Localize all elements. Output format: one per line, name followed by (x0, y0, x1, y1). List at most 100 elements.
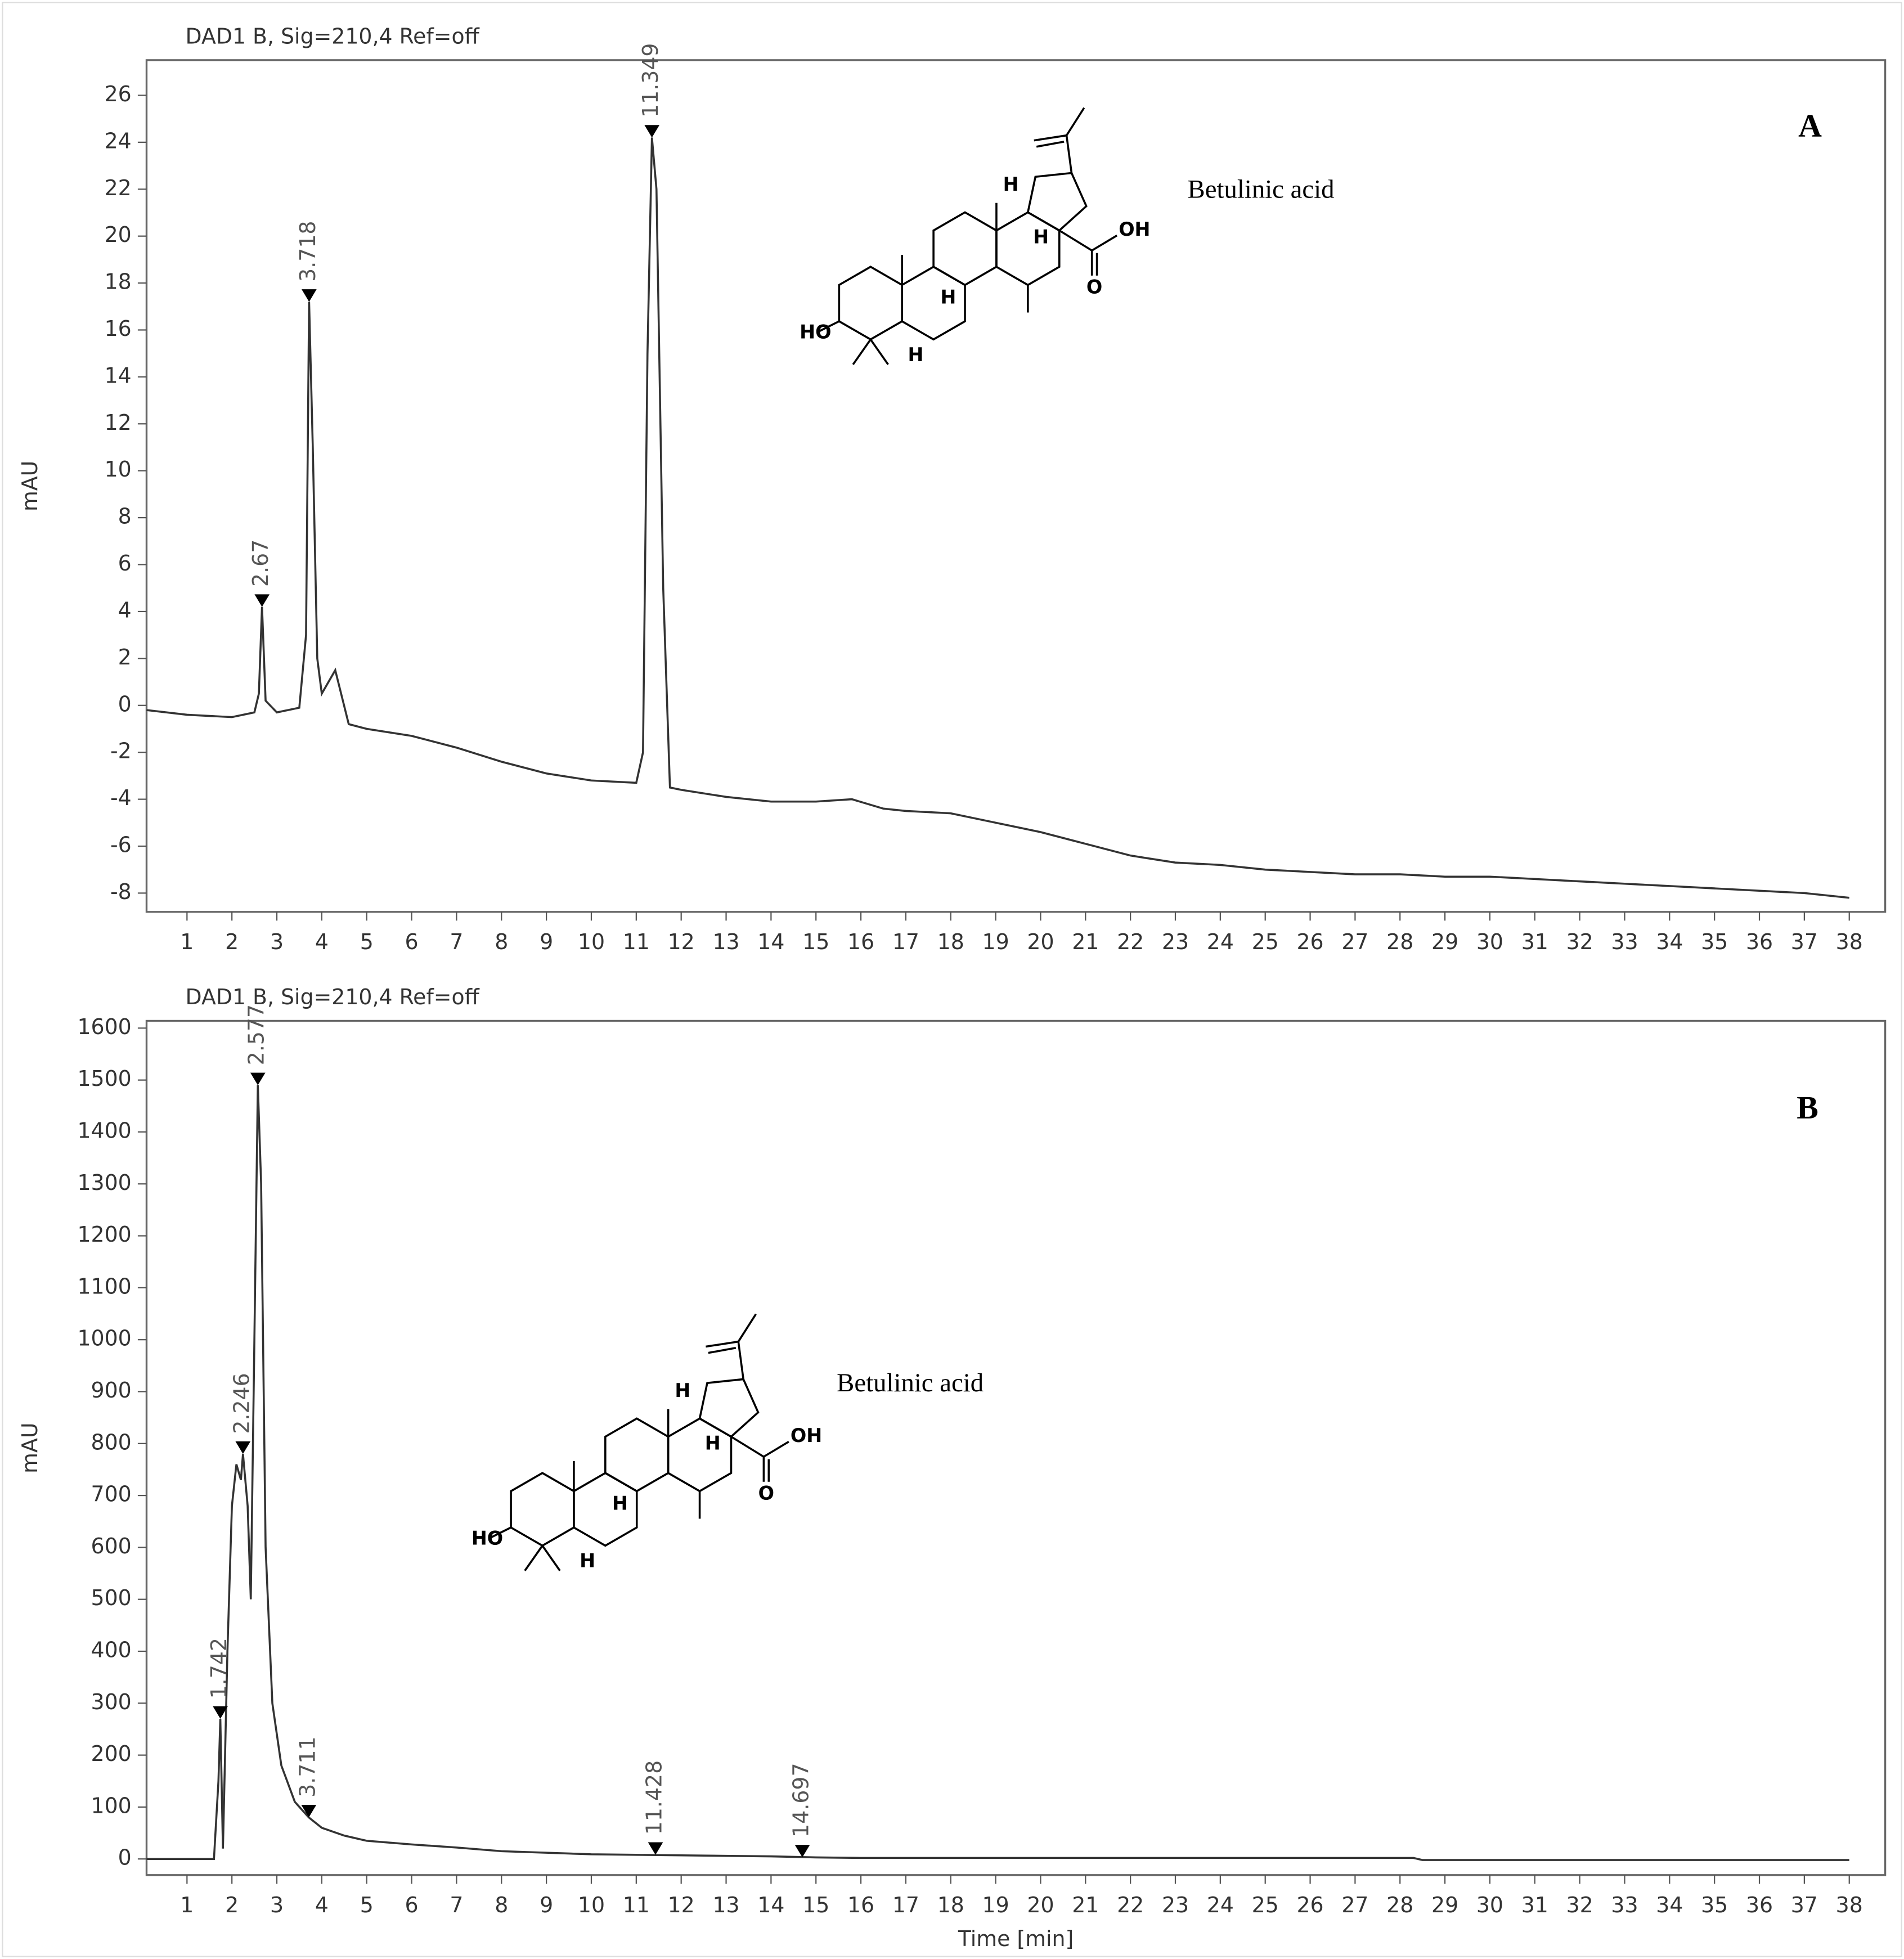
y-tick-label: 20 (105, 222, 132, 247)
chart-title: DAD1 B, Sig=210,4 Ref=off (185, 24, 479, 48)
atom-label: H (705, 1432, 721, 1454)
y-tick-label: 18 (105, 269, 132, 294)
x-tick-label: 27 (1341, 1893, 1368, 1917)
chart-title: DAD1 B, Sig=210,4 Ref=off (185, 985, 479, 1009)
x-tick-label: 20 (1027, 1893, 1054, 1917)
x-tick-label: 32 (1566, 929, 1593, 954)
x-tick-label: 23 (1162, 929, 1189, 954)
peak-marker (644, 125, 660, 138)
bond (869, 339, 889, 365)
atom-label: H (675, 1380, 690, 1401)
y-axis-label: mAU (17, 1422, 42, 1473)
x-tick-label: 14 (757, 929, 784, 954)
peak-marker (254, 594, 270, 607)
bond (1091, 235, 1118, 251)
y-tick-label: -2 (110, 739, 132, 763)
peak-label: 2.67 (248, 540, 273, 587)
x-tick-label: 10 (578, 1893, 605, 1917)
x-tick-label: 38 (1836, 1893, 1863, 1917)
x-tick-label: 35 (1701, 929, 1728, 954)
y-tick-label: 1300 (77, 1170, 131, 1195)
x-tick-label: 16 (847, 929, 874, 954)
x-tick-label: 11 (623, 1893, 650, 1917)
x-tick-label: 35 (1701, 1893, 1728, 1917)
bond (1034, 134, 1067, 142)
y-tick-label: 2 (118, 645, 132, 670)
x-tick-label: 22 (1117, 929, 1144, 954)
x-tick-label: 34 (1656, 929, 1683, 954)
y-tick-label: 1400 (77, 1118, 131, 1143)
peak-label: 3.711 (295, 1736, 320, 1797)
bond (524, 1545, 544, 1571)
y-tick-label: 1100 (77, 1274, 131, 1298)
y-tick-label: 600 (91, 1534, 132, 1558)
x-tick-label: 10 (578, 929, 605, 954)
x-tick-label: 22 (1117, 1893, 1144, 1917)
bond (541, 1545, 561, 1571)
x-tick-label: 26 (1296, 929, 1323, 954)
x-tick-label: 28 (1386, 929, 1413, 954)
y-tick-label: 800 (91, 1430, 132, 1454)
y-tick-label: 4 (118, 597, 132, 622)
x-tick-label: 25 (1252, 929, 1279, 954)
x-tick-label: 8 (495, 929, 508, 954)
bond (852, 339, 872, 365)
y-tick-label: 26 (105, 82, 132, 106)
x-tick-label: 30 (1476, 929, 1503, 954)
y-tick-label: 300 (91, 1690, 132, 1714)
x-tick-label: 11 (623, 929, 650, 954)
bond (1058, 230, 1093, 251)
x-tick-label: 24 (1207, 1893, 1234, 1917)
bond (1036, 141, 1065, 148)
x-tick-label: 3 (270, 929, 284, 954)
y-tick-label: 8 (118, 504, 132, 529)
y-tick-label: 900 (91, 1378, 132, 1403)
panel-label: B (1797, 1089, 1818, 1126)
x-tick-label: 18 (937, 929, 964, 954)
bond (706, 1340, 739, 1348)
x-tick-label: 12 (668, 1893, 695, 1917)
y-tick-label: 1000 (77, 1326, 131, 1351)
ring (1026, 172, 1088, 232)
x-tick-label: 26 (1296, 1893, 1323, 1917)
peak-marker (250, 1072, 266, 1085)
x-tick-label: 25 (1252, 1893, 1279, 1917)
x-tick-label: 18 (937, 1893, 964, 1917)
y-tick-label: 1600 (77, 1014, 131, 1039)
x-tick-label: 7 (450, 1893, 463, 1917)
x-tick-label: 31 (1521, 1893, 1548, 1917)
y-tick-label: 24 (105, 128, 132, 153)
bond (737, 1341, 744, 1380)
ring (698, 1378, 760, 1438)
x-tick-label: 19 (982, 1893, 1009, 1917)
x-tick-label: 31 (1521, 929, 1548, 954)
peak-label: 11.428 (641, 1760, 666, 1835)
y-tick-label: -6 (110, 833, 132, 857)
y-tick-label: 0 (118, 691, 132, 716)
x-tick-label: 27 (1341, 929, 1368, 954)
peak-marker (235, 1441, 251, 1454)
bond (763, 1440, 789, 1458)
x-tick-label: 34 (1656, 1893, 1683, 1917)
y-tick-label: -4 (110, 785, 132, 810)
atom-label: H (612, 1492, 628, 1514)
x-tick-label: 5 (360, 1893, 374, 1917)
peak-label: 2.246 (229, 1373, 254, 1434)
y-tick-label: 14 (105, 363, 132, 388)
peak-label: 14.697 (789, 1763, 814, 1837)
x-tick-label: 1 (180, 1893, 194, 1917)
x-tick-label: 6 (405, 1893, 419, 1917)
y-tick-label: 1200 (77, 1222, 131, 1247)
y-tick-label: 22 (105, 176, 132, 200)
x-tick-label: 3 (270, 1893, 284, 1917)
peak-label: 3.718 (295, 221, 320, 282)
atom-label: HO (471, 1527, 503, 1549)
x-tick-label: 8 (495, 1893, 508, 1917)
atom-label: H (1033, 226, 1049, 248)
y-tick-label: 200 (91, 1741, 132, 1766)
x-tick-label: 30 (1476, 1893, 1503, 1917)
x-tick-label: 21 (1072, 1893, 1099, 1917)
x-tick-label: 14 (757, 1893, 784, 1917)
atom-label: H (580, 1550, 595, 1572)
